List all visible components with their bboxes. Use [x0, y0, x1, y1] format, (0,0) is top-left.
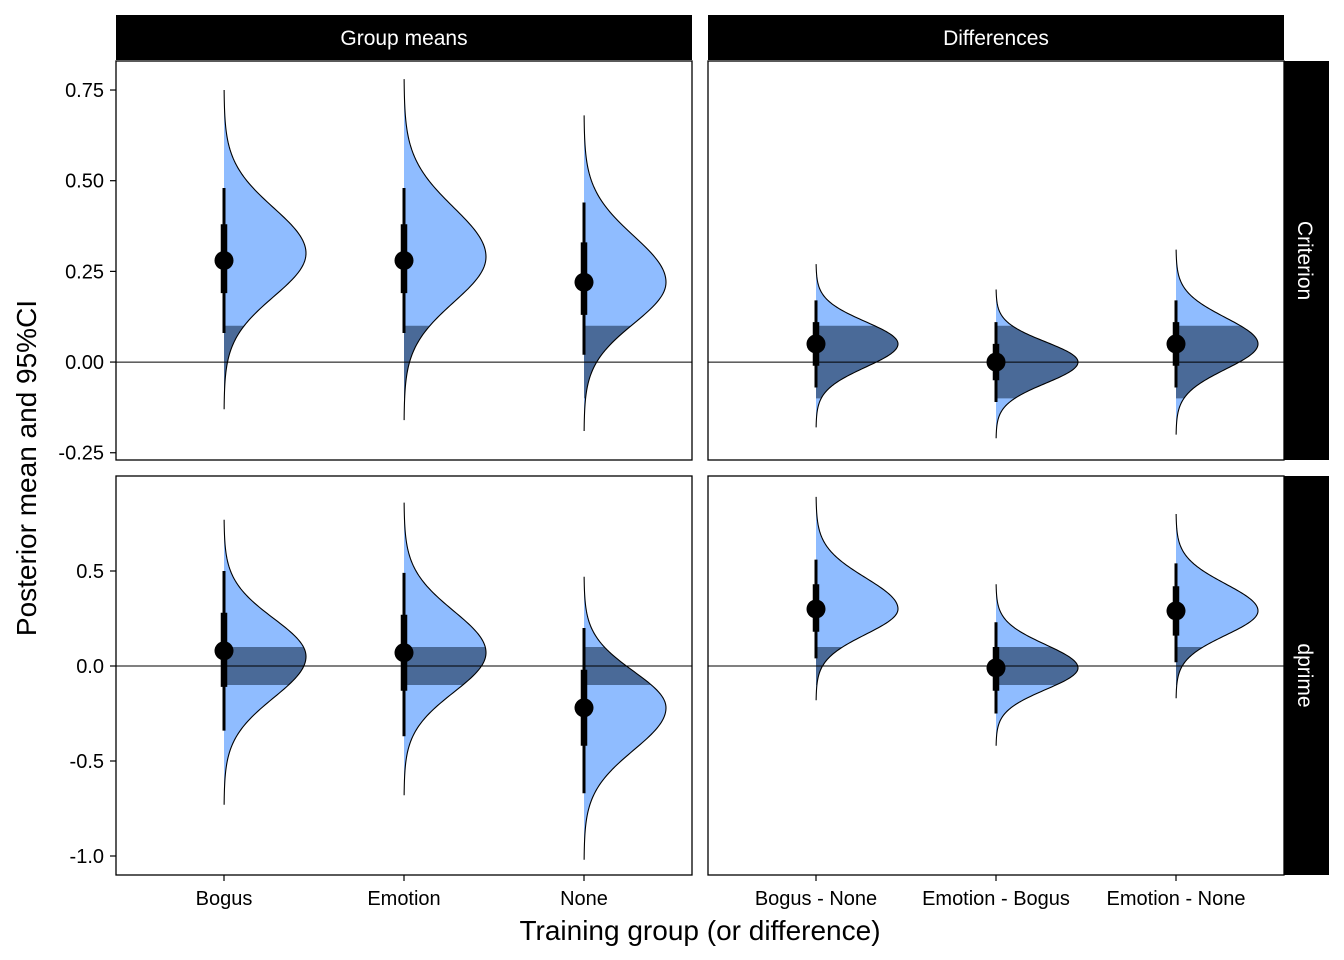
plot-area [214, 79, 667, 431]
rope-region [584, 325, 632, 399]
plot-area [214, 502, 667, 860]
strip-group-means: Group means [116, 15, 692, 60]
halfeye-bogus-none [806, 264, 899, 428]
panel-border [115, 60, 693, 461]
density-outline [815, 264, 899, 428]
density-area [1176, 514, 1258, 699]
strip-criterion-label: Criterion [1293, 221, 1316, 300]
mean-point [214, 251, 234, 270]
rope-region [1176, 647, 1204, 685]
density-area [816, 496, 898, 701]
strip-differences: Differences [708, 15, 1284, 60]
density-area [584, 115, 666, 431]
halfeye-bogus-none [806, 496, 899, 701]
mean-point [574, 698, 594, 718]
mean-point [1166, 334, 1186, 354]
density-outline [995, 289, 1079, 439]
y-axis-title: Posterior mean and 95%CI [11, 300, 42, 636]
strip-differences-label: Differences [943, 27, 1049, 50]
density-outline [1175, 513, 1259, 699]
x-tick-label: Bogus - None [755, 888, 877, 910]
halfeye-emotion-none [1166, 513, 1259, 699]
density-outline [583, 115, 667, 431]
y-tick-label: 0.50 [65, 171, 104, 193]
strip-differences-bg [708, 15, 1284, 60]
y-tick-label: -0.5 [70, 751, 104, 773]
panel-dprime-group-means: -1.0 -0.5 0.0 0.5 Bogus Emotion None [70, 475, 693, 910]
halfeye-bogus [214, 90, 307, 410]
density-outline [1175, 249, 1259, 435]
density-outline [995, 584, 1079, 746]
halfeye-emotion-bogus [986, 289, 1079, 439]
strip-group-means-label: Group means [340, 27, 467, 50]
density-outline [223, 90, 307, 410]
y-tick-label: 0.25 [65, 261, 104, 283]
strip-group-means-bg [116, 15, 692, 60]
y-tick-label: 0.00 [65, 352, 104, 374]
halfeye-emotion-none [1166, 249, 1259, 435]
y-tick-label: 0.75 [65, 80, 104, 102]
strip-criterion-bg [1284, 61, 1329, 460]
y-tick-label: 0.5 [76, 561, 104, 583]
density-outline [583, 576, 667, 860]
density-area [404, 79, 486, 421]
x-axis-title: Training group (or difference) [519, 915, 880, 946]
mean-point [574, 272, 594, 292]
density-area [584, 576, 666, 860]
plot-area [806, 496, 1259, 746]
halfeye-emotion [394, 79, 487, 421]
halfeye-bogus [214, 519, 307, 805]
density-outline [223, 519, 307, 805]
rope-region [404, 325, 430, 399]
strip-dprime-bg [1284, 476, 1329, 875]
x-tick-label: Emotion [367, 888, 440, 910]
halfeye-none [574, 576, 667, 860]
strip-dprime-label: dprime [1293, 643, 1316, 707]
halfeye-emotion-bogus [986, 584, 1079, 746]
strip-dprime: dprime [1284, 476, 1329, 875]
mean-point [214, 641, 234, 661]
y-tick-label: 0.0 [76, 656, 104, 678]
mean-point [394, 643, 414, 663]
x-tick-label: Emotion - None [1107, 888, 1246, 910]
x-tick-label: Emotion - Bogus [922, 888, 1070, 910]
panel-dprime-differences: Bogus - None Emotion - Bogus Emotion - Non… [707, 475, 1285, 910]
mean-point [1166, 601, 1186, 621]
strip-criterion: Criterion [1284, 61, 1329, 460]
rope-region [816, 647, 843, 685]
density-outline [403, 79, 487, 421]
panel-criterion-group-means: -0.25 0.00 0.25 0.50 0.75 [58, 60, 693, 465]
halfeye-none [574, 115, 667, 431]
rope-region [224, 325, 245, 399]
density-outline [403, 502, 487, 796]
panel-criterion-differences [707, 60, 1285, 461]
x-tick-label: None [560, 888, 608, 910]
panel-border [707, 60, 1285, 461]
plot-area [806, 249, 1259, 439]
density-area [224, 90, 306, 410]
halfeye-emotion [394, 502, 487, 796]
y-tick-label: -0.25 [58, 443, 104, 465]
mean-point [806, 599, 826, 619]
mean-point [806, 334, 826, 354]
x-tick-label: Bogus [196, 888, 253, 910]
mean-point [986, 658, 1006, 678]
y-tick-label: -1.0 [70, 846, 104, 868]
mean-point [394, 251, 414, 270]
